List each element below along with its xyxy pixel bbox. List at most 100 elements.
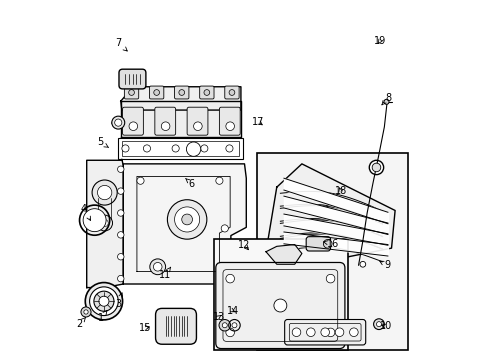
Circle shape: [325, 328, 334, 337]
Circle shape: [172, 145, 179, 152]
Circle shape: [117, 166, 124, 172]
Circle shape: [228, 90, 234, 95]
Text: 9: 9: [379, 260, 389, 270]
FancyBboxPatch shape: [284, 319, 365, 345]
Polygon shape: [265, 244, 301, 264]
Text: 14: 14: [226, 306, 239, 316]
FancyBboxPatch shape: [122, 107, 143, 135]
Circle shape: [117, 188, 124, 194]
Bar: [118, 138, 243, 159]
Circle shape: [117, 253, 124, 260]
Circle shape: [349, 328, 357, 337]
Bar: [214, 239, 348, 350]
Polygon shape: [86, 159, 123, 288]
Circle shape: [368, 160, 383, 175]
Circle shape: [153, 90, 159, 95]
Circle shape: [97, 185, 112, 200]
Circle shape: [122, 145, 129, 152]
Circle shape: [371, 163, 380, 172]
Circle shape: [153, 262, 162, 271]
Circle shape: [117, 231, 124, 238]
Circle shape: [323, 239, 331, 248]
FancyBboxPatch shape: [155, 107, 175, 135]
Circle shape: [373, 319, 384, 329]
Circle shape: [335, 328, 343, 337]
Polygon shape: [219, 325, 224, 330]
Circle shape: [89, 287, 118, 316]
Circle shape: [222, 323, 227, 328]
Circle shape: [143, 145, 150, 152]
FancyBboxPatch shape: [155, 309, 196, 344]
Circle shape: [292, 328, 300, 337]
Polygon shape: [81, 308, 86, 312]
Circle shape: [83, 310, 88, 314]
Text: 19: 19: [373, 36, 386, 46]
Text: 4: 4: [81, 204, 90, 220]
FancyBboxPatch shape: [174, 86, 188, 99]
Text: 15: 15: [138, 323, 151, 333]
Circle shape: [112, 116, 124, 129]
Circle shape: [115, 119, 122, 126]
Text: 12: 12: [238, 240, 250, 250]
FancyBboxPatch shape: [187, 107, 207, 135]
Circle shape: [128, 90, 134, 95]
Circle shape: [117, 275, 124, 282]
Circle shape: [83, 209, 106, 231]
Polygon shape: [224, 325, 230, 330]
Text: 1: 1: [98, 310, 107, 323]
Circle shape: [179, 90, 184, 95]
Circle shape: [306, 328, 314, 337]
Circle shape: [174, 207, 199, 232]
FancyBboxPatch shape: [215, 262, 344, 348]
Circle shape: [225, 145, 233, 152]
Polygon shape: [123, 164, 246, 284]
Polygon shape: [265, 164, 394, 266]
Text: 3: 3: [115, 293, 122, 309]
Circle shape: [129, 122, 137, 131]
FancyBboxPatch shape: [199, 86, 214, 99]
Circle shape: [225, 274, 234, 283]
Circle shape: [97, 215, 112, 231]
Circle shape: [186, 142, 201, 156]
Circle shape: [167, 200, 206, 239]
Circle shape: [101, 220, 108, 226]
Circle shape: [203, 90, 209, 95]
FancyBboxPatch shape: [224, 86, 239, 99]
Circle shape: [137, 177, 144, 184]
Polygon shape: [224, 320, 230, 325]
Circle shape: [225, 328, 234, 337]
Bar: [122, 140, 239, 156]
FancyBboxPatch shape: [305, 237, 330, 251]
Text: 5: 5: [97, 138, 108, 148]
FancyBboxPatch shape: [119, 69, 145, 89]
Polygon shape: [86, 308, 91, 312]
Polygon shape: [81, 312, 86, 316]
FancyBboxPatch shape: [124, 86, 139, 99]
Circle shape: [325, 274, 334, 283]
Circle shape: [215, 177, 223, 184]
Circle shape: [193, 122, 202, 131]
Text: 18: 18: [334, 186, 346, 197]
Polygon shape: [83, 312, 88, 316]
Circle shape: [182, 214, 192, 225]
Text: 13: 13: [212, 312, 224, 322]
Circle shape: [273, 299, 286, 312]
Text: 10: 10: [379, 321, 391, 331]
Circle shape: [117, 210, 124, 216]
Bar: [257, 153, 407, 350]
Text: 16: 16: [323, 239, 339, 249]
Circle shape: [231, 323, 237, 328]
Circle shape: [376, 321, 381, 327]
Circle shape: [383, 99, 388, 104]
Polygon shape: [222, 325, 227, 330]
Circle shape: [359, 261, 365, 267]
Circle shape: [92, 180, 117, 205]
Circle shape: [99, 296, 109, 306]
Polygon shape: [219, 320, 224, 325]
Text: 17: 17: [251, 117, 264, 127]
FancyBboxPatch shape: [149, 86, 163, 99]
Polygon shape: [83, 308, 88, 312]
Circle shape: [201, 145, 207, 152]
Text: 7: 7: [115, 38, 127, 51]
Text: 2: 2: [76, 318, 85, 329]
